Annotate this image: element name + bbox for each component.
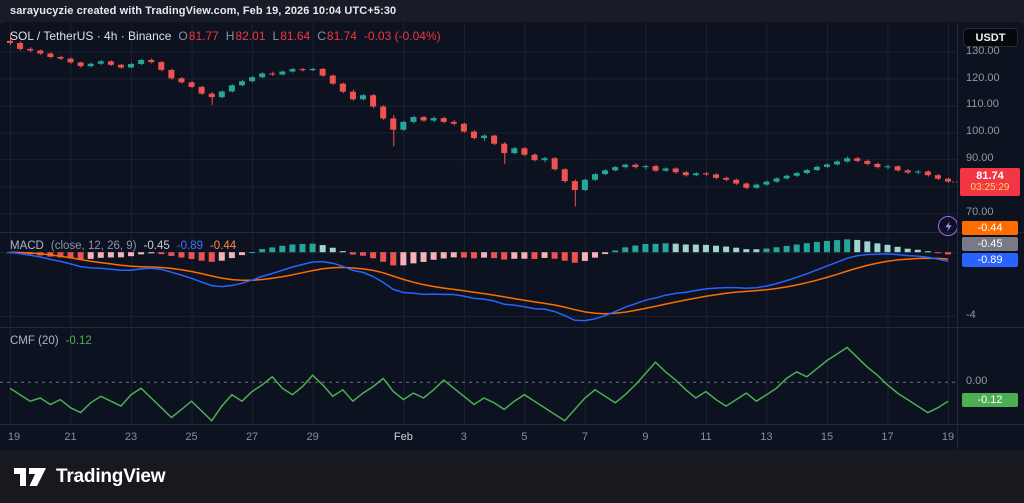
- pane-separator[interactable]: [0, 327, 1024, 328]
- price-scale-label: 90.00: [966, 152, 994, 165]
- low-value: 81.64: [280, 29, 311, 43]
- price-pane-header: SOL / TetherUS · 4h · Binance O81.77 H82…: [10, 29, 441, 43]
- macd-signal-value: -0.44: [209, 240, 237, 252]
- time-axis-label: 9: [642, 431, 649, 443]
- macd-signal-badge: -0.44: [962, 221, 1018, 236]
- footer-bar: TradingView: [0, 450, 1024, 503]
- price-scale-label: 130.00: [966, 44, 1000, 57]
- time-axis-label: 19: [7, 431, 21, 443]
- time-axis-label: Feb: [393, 431, 413, 443]
- flash-icon[interactable]: [938, 216, 958, 236]
- cmf-value-badge: -0.12: [962, 393, 1018, 408]
- time-axis-label: 7: [581, 431, 588, 443]
- time-axis-label: 25: [185, 431, 198, 443]
- close-value: 81.74: [326, 29, 357, 43]
- time-axis-label: 5: [521, 431, 528, 443]
- price-scale-label: 110.00: [966, 98, 999, 111]
- logo-wordmark: TradingView: [56, 465, 166, 487]
- time-axis-label: 17: [881, 431, 894, 443]
- macd-chart-svg[interactable]: [0, 233, 958, 327]
- attribution-text: sarayucyzie created with TradingView.com…: [10, 5, 397, 17]
- last-price-badge: 81.74 03:25:29: [960, 167, 1020, 196]
- pane-separator[interactable]: [0, 232, 1024, 233]
- price-scale-label: 100.00: [966, 125, 1000, 138]
- time-axis-label: 11: [700, 431, 712, 443]
- open-value: 81.77: [188, 29, 219, 43]
- macd-pane[interactable]: MACD (close, 12, 26, 9) -0.45 -0.89 -0.4…: [0, 233, 958, 327]
- time-axis[interactable]: 19 21 23 25 27 29 Feb 3 5 7 9 11 13 15 17 19: [0, 424, 958, 450]
- chart-area[interactable]: SOL / TetherUS · 4h · Binance O81.77 H82…: [0, 22, 1024, 450]
- time-axis-label: 23: [124, 431, 138, 443]
- macd-title[interactable]: MACD: [10, 240, 44, 252]
- cmf-zero-label: 0.00: [966, 374, 988, 387]
- time-axis-label: 13: [760, 431, 773, 443]
- price-scale[interactable]: USDT 81.74 03:25:29 -0.44 -0.45 -0.89 -4…: [957, 22, 1024, 450]
- high-value: 82.01: [235, 29, 266, 43]
- cmf-chart-svg[interactable]: [0, 328, 958, 424]
- time-axis-label: 27: [245, 431, 259, 443]
- cmf-title[interactable]: CMF (20): [10, 335, 59, 347]
- cmf-value: -0.12: [65, 335, 92, 347]
- change-value: -0.03 (-0.04%): [363, 29, 441, 43]
- symbol-title[interactable]: SOL / TetherUS · 4h · Binance: [10, 29, 172, 43]
- time-axis-label: 19: [941, 431, 955, 443]
- cmf-pane-header: CMF (20) -0.12: [10, 335, 92, 347]
- countdown-value: 03:25:29: [970, 181, 1010, 193]
- time-axis-label: 15: [820, 431, 834, 443]
- macd-axis-label: -4: [966, 308, 976, 321]
- price-chart-svg[interactable]: [0, 22, 958, 232]
- macd-line-badge: -0.89: [962, 253, 1018, 268]
- tradingview-logo[interactable]: TradingView: [13, 464, 166, 490]
- macd-params: (close, 12, 26, 9): [50, 240, 137, 252]
- time-axis-label: 29: [306, 431, 319, 443]
- ohlc-open: O81.77: [178, 29, 218, 43]
- time-axis-label: 21: [64, 431, 77, 443]
- price-scale-label: 120.00: [966, 71, 1000, 84]
- price-pane[interactable]: SOL / TetherUS · 4h · Binance O81.77 H82…: [0, 22, 958, 232]
- high-label: H: [225, 29, 235, 43]
- low-label: L: [272, 29, 280, 43]
- attribution-bar: sarayucyzie created with TradingView.com…: [0, 0, 1024, 22]
- close-label: C: [317, 29, 326, 43]
- macd-line-value: -0.89: [176, 240, 203, 252]
- open-label: O: [178, 29, 188, 43]
- last-price-value: 81.74: [976, 169, 1004, 182]
- time-axis-border: [0, 424, 1024, 425]
- ohlc-high: H82.01: [226, 29, 266, 43]
- cmf-pane[interactable]: CMF (20) -0.12: [0, 328, 958, 424]
- ohlc-low: L81.64: [273, 29, 311, 43]
- tradingview-logo-icon: [14, 467, 46, 486]
- currency-button[interactable]: USDT: [963, 28, 1018, 47]
- ohlc-close: C81.74: [317, 29, 357, 43]
- macd-hist-badge: -0.45: [962, 237, 1018, 252]
- macd-hist-value: -0.45: [143, 240, 170, 252]
- time-axis-label: 3: [460, 431, 467, 443]
- price-scale-label: 70.00: [966, 206, 994, 219]
- lightning-glyph: [944, 221, 952, 231]
- macd-pane-header: MACD (close, 12, 26, 9) -0.45 -0.89 -0.4…: [10, 240, 236, 252]
